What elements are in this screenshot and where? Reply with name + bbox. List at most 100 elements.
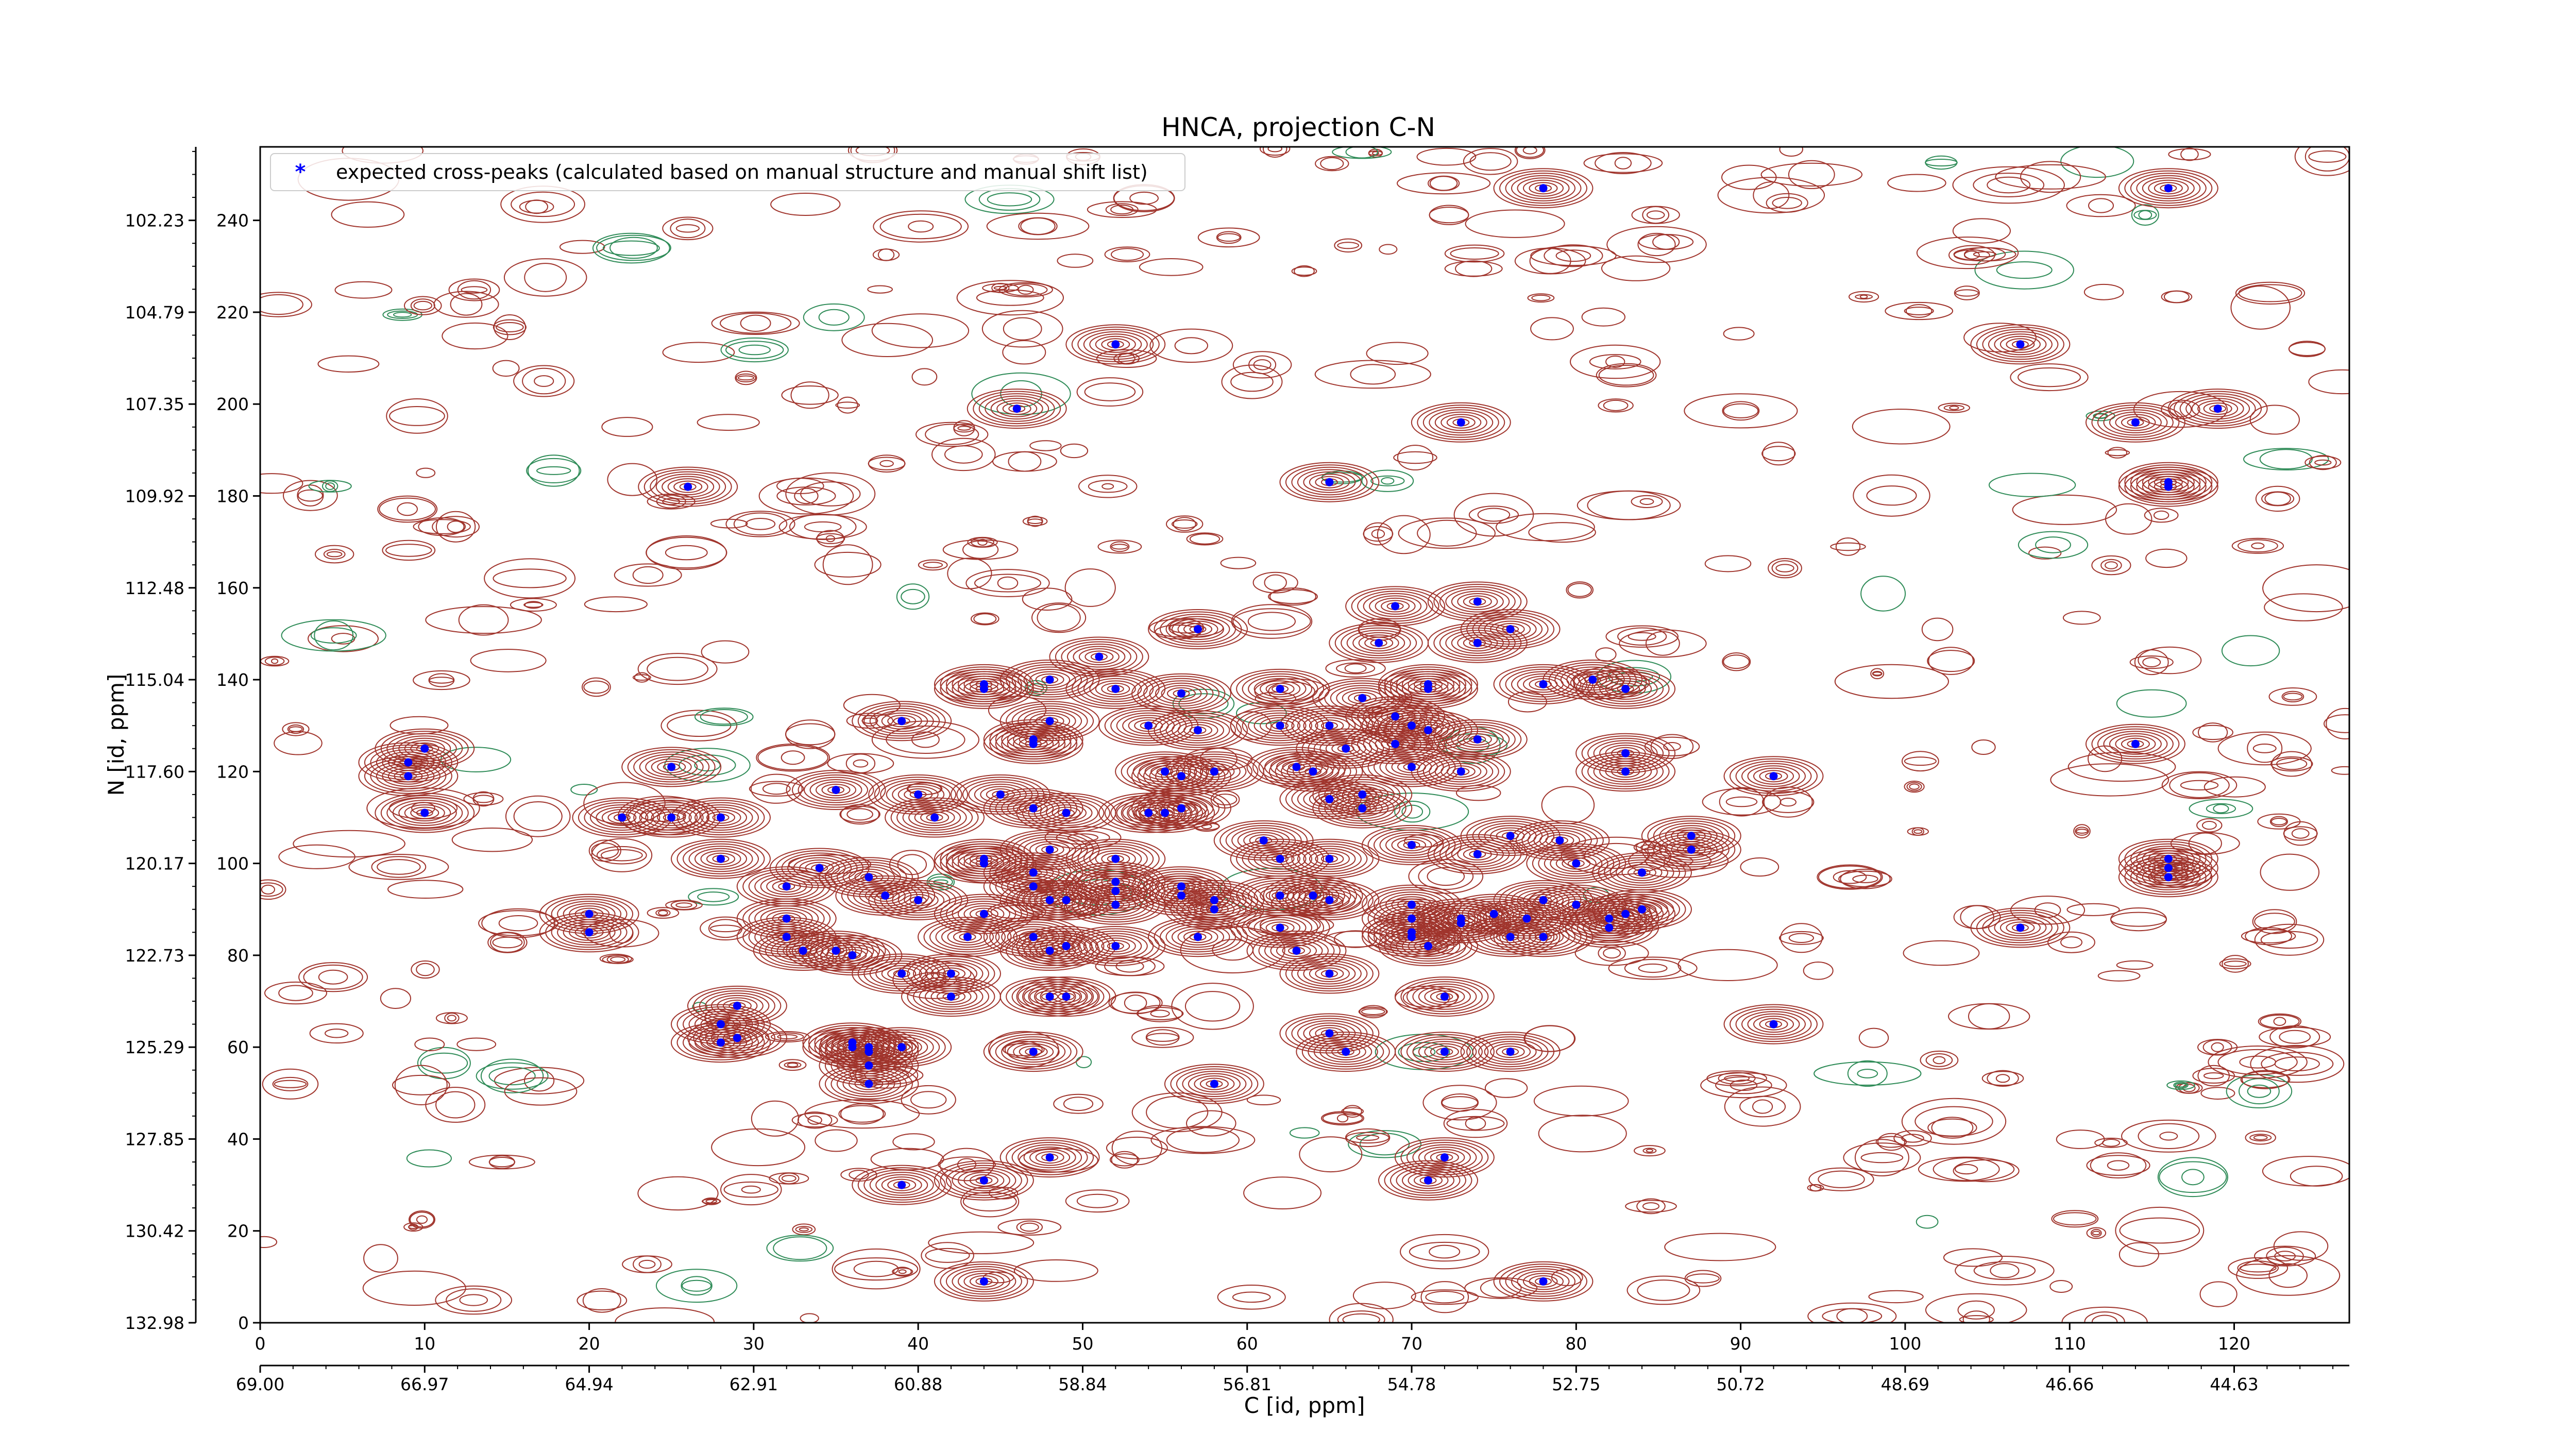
cross-peak-marker [979, 1277, 988, 1286]
noise-contour [429, 677, 454, 684]
x-index-tick-label: 110 [2054, 1334, 2086, 1354]
peak-contour [694, 848, 747, 870]
noise-contour [1603, 399, 1629, 411]
peak-contour [1473, 905, 1515, 923]
negative-noise-contour [596, 234, 671, 261]
peak-contour [1484, 1041, 1537, 1063]
noise-contour [1933, 1056, 1946, 1065]
noise-contour [2242, 1070, 2289, 1089]
peak-contour [865, 887, 906, 904]
cross-peak-marker [1325, 478, 1334, 486]
peak-contour [786, 770, 886, 810]
noise-contour [1995, 164, 2106, 190]
peak-contour [671, 838, 771, 879]
peak-contour [1095, 937, 1136, 955]
noise-contour [901, 1085, 956, 1115]
noise-contour [2107, 447, 2128, 459]
peak-contour [1478, 616, 1543, 643]
noise-contour [637, 1176, 719, 1211]
peak-contour [1429, 409, 1494, 436]
noise-contour [510, 598, 557, 612]
peak-contour [2142, 476, 2195, 498]
peak-contour [2185, 395, 2250, 422]
peak-contour [945, 1165, 1022, 1196]
peak-contour [2154, 182, 2183, 195]
peak-contour [1735, 761, 1812, 792]
noise-contour [1836, 1308, 1868, 1323]
noise-contour [1533, 1085, 1629, 1117]
peak-contour [1723, 1004, 1824, 1044]
noise-contour [293, 830, 405, 858]
noise-contour [1291, 266, 1317, 276]
peak-contour [1035, 1151, 1064, 1164]
peak-contour [1543, 660, 1643, 700]
noise-contour [1379, 244, 1398, 255]
peak-contour [687, 985, 787, 1026]
peak-contour [1621, 901, 1663, 918]
noise-contour [410, 1211, 434, 1228]
noise-contour [1834, 664, 1949, 699]
cross-peak-marker [1276, 923, 1284, 932]
peak-contour [1265, 719, 1295, 732]
peak-contour [1555, 855, 1597, 872]
cross-peak-marker [897, 717, 906, 726]
peak-contour [957, 1270, 1010, 1292]
noise-contour [1337, 1310, 1385, 1323]
noise-contour [1409, 1241, 1480, 1262]
noise-contour [2088, 745, 2123, 772]
peak-contour [1439, 586, 1516, 617]
noise-contour [1768, 558, 1802, 579]
noise-contour [1555, 249, 1591, 262]
noise-contour [348, 854, 449, 880]
noise-contour [413, 300, 432, 311]
peak-contour [1315, 719, 1344, 732]
noise-contour [607, 463, 657, 496]
peak-contour [1581, 671, 1670, 707]
noise-contour [264, 981, 327, 1005]
noise-contour [2053, 1212, 2097, 1226]
noise-contour [1766, 193, 1808, 213]
cross-peak-marker [1621, 684, 1630, 693]
noise-contour [757, 745, 828, 770]
cross-peak-marker [832, 786, 840, 794]
noise-contour [1818, 865, 1882, 889]
cross-peak-marker [1210, 905, 1218, 914]
noise-contour [511, 191, 575, 217]
noise-contour [1523, 1025, 1576, 1052]
noise-contour [1111, 248, 1144, 261]
negative-noise-contour [725, 341, 784, 359]
noise-contour [2231, 537, 2284, 554]
peak-contour [934, 1160, 1034, 1201]
peak-contour [816, 781, 856, 799]
noise-contour [1788, 160, 1835, 189]
peak-contour [919, 983, 984, 1010]
noise-contour [282, 722, 310, 736]
noise-contour [498, 915, 538, 932]
noise-contour [2308, 369, 2349, 395]
x-ppm-tick-label: 44.63 [2210, 1374, 2258, 1394]
peak-contour [897, 891, 939, 909]
peak-contour [1101, 898, 1130, 911]
noise-contour [283, 480, 338, 511]
peak-contour [1291, 958, 1368, 989]
peak-contour [940, 896, 1028, 932]
peak-contour [1451, 728, 1504, 750]
cross-peak-marker [1588, 676, 1597, 684]
noise-contour [1943, 1248, 2003, 1267]
noise-contour [1350, 364, 1396, 385]
noise-contour [416, 467, 436, 478]
noise-contour [1527, 293, 1555, 303]
noise-contour [2129, 655, 2174, 669]
noise-contour [977, 538, 988, 546]
noise-contour [662, 342, 735, 363]
x-ppm-tick-label: 50.72 [1716, 1374, 1765, 1394]
noise-contour [1987, 176, 2031, 194]
peak-contour [1006, 979, 1094, 1015]
noise-contour [2266, 1246, 2304, 1266]
peak-contour [863, 1169, 940, 1201]
noise-contour [2121, 1119, 2216, 1153]
noise-contour [634, 672, 650, 683]
x-ppm-tick-label: 48.69 [1881, 1374, 1929, 1394]
peak-contour [1994, 917, 2047, 939]
noise-contour [389, 406, 445, 426]
